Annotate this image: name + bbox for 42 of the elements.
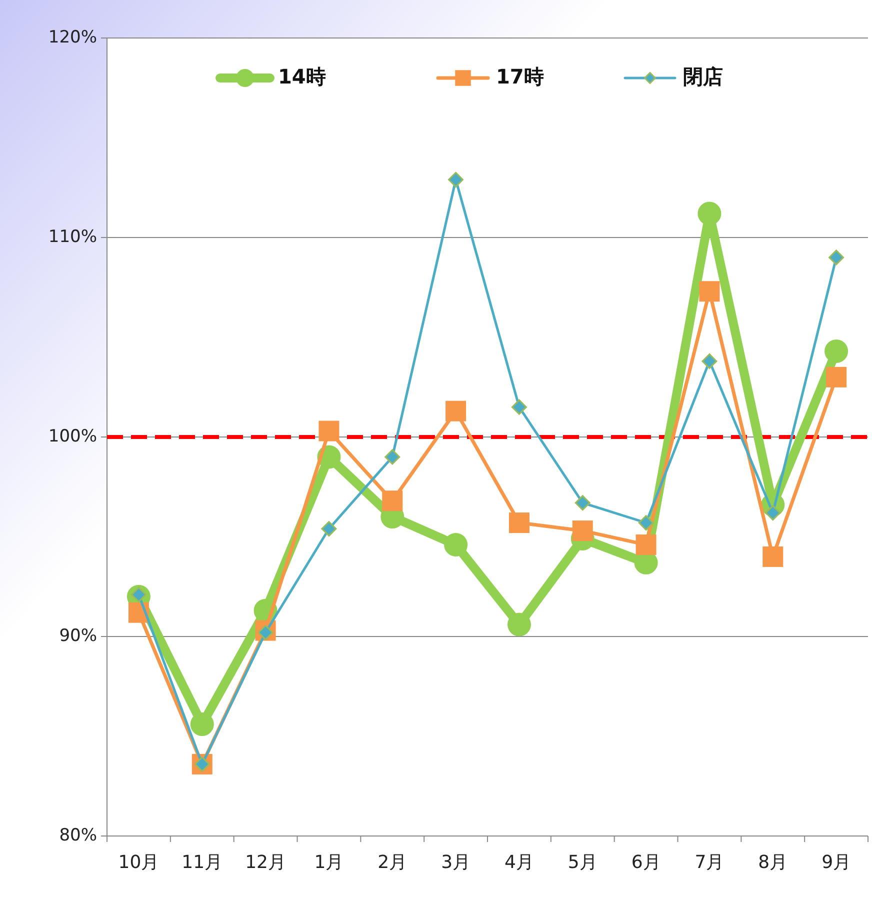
x-tick-label: 11月 [182,852,223,873]
point [824,339,848,363]
legend-label: 17時 [496,64,544,88]
point [382,490,403,512]
x-tick-label: 8月 [758,852,788,873]
x-tick-label: 10月 [118,852,160,873]
point [702,353,718,369]
x-tick-label: 9月 [822,852,852,873]
point [572,520,593,542]
point [638,515,654,531]
point [762,546,784,567]
x-tick-label: 6月 [631,852,661,873]
y-tick-label: 100% [48,426,97,447]
point [318,420,340,442]
legend-label: 閉店 [683,64,723,88]
point [508,512,530,534]
x-tick-label: 3月 [441,852,471,873]
y-tick-label: 80% [59,826,97,846]
point [511,399,527,415]
y-tick-label: 90% [59,626,97,646]
point [698,202,722,226]
point [828,250,844,266]
point [826,366,847,388]
point [699,281,720,302]
point [321,521,337,537]
point [190,712,214,736]
point [448,172,464,188]
point [507,612,531,636]
x-tick-label: 2月 [378,852,408,873]
point [384,449,400,465]
x-tick-label: 5月 [568,852,598,873]
point [636,534,656,555]
point [574,495,590,511]
legend-label: 14時 [278,64,326,88]
point [446,400,466,422]
x-tick-label: 1月 [314,852,344,873]
x-tick-label: 7月 [694,852,724,873]
y-tick-label: 120% [48,28,97,48]
y-tick-label: 110% [48,227,97,248]
point [444,532,468,556]
x-tick-label: 4月 [504,852,534,873]
x-tick-label: 12月 [245,852,286,873]
